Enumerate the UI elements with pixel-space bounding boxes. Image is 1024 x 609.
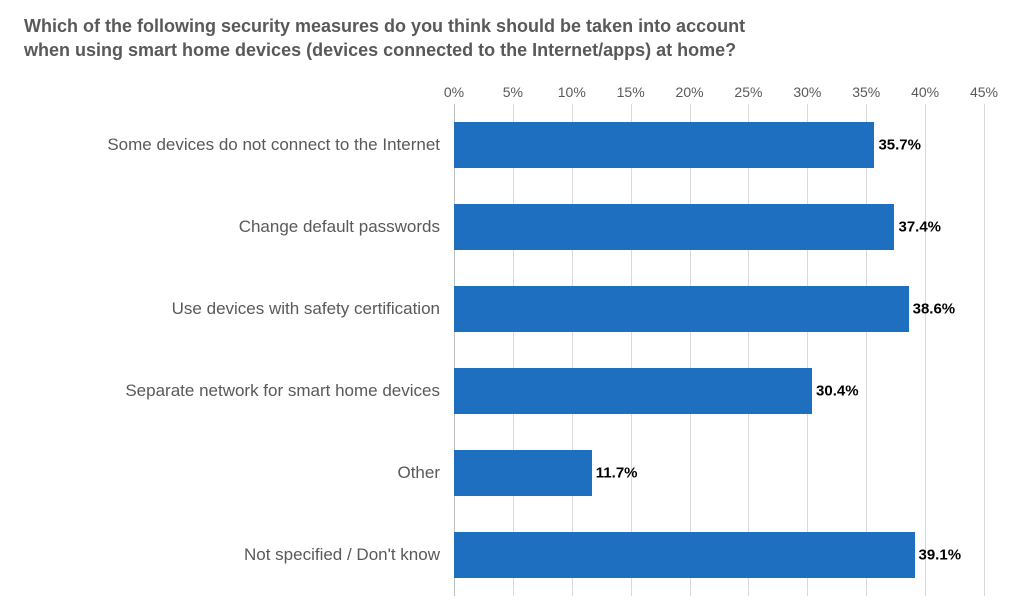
bar-chart: Which of the following security measures…	[0, 0, 1024, 609]
bar: 11.7%	[454, 450, 592, 496]
x-tick-label: 45%	[970, 84, 998, 100]
bar-row: Use devices with safety certification38.…	[454, 286, 984, 332]
gridline	[807, 104, 808, 596]
x-tick-label: 30%	[793, 84, 821, 100]
gridline	[572, 104, 573, 596]
value-label: 37.4%	[894, 219, 941, 236]
gridline	[984, 104, 985, 596]
gridline	[631, 104, 632, 596]
category-label: Some devices do not connect to the Inter…	[107, 135, 454, 155]
bar: 35.7%	[454, 122, 874, 168]
value-label: 11.7%	[592, 465, 638, 482]
category-label: Separate network for smart home devices	[125, 381, 454, 401]
chart-title-line1: Which of the following security measures…	[24, 14, 745, 38]
category-label: Change default passwords	[239, 217, 454, 237]
x-tick-label: 40%	[911, 84, 939, 100]
gridline	[748, 104, 749, 596]
gridline	[513, 104, 514, 596]
category-label: Other	[397, 463, 454, 483]
x-tick-label: 25%	[734, 84, 762, 100]
value-label: 30.4%	[812, 383, 859, 400]
value-label: 39.1%	[915, 547, 962, 564]
bar: 30.4%	[454, 368, 812, 414]
category-label: Not specified / Don't know	[244, 545, 454, 565]
bar-row: Some devices do not connect to the Inter…	[454, 122, 984, 168]
bar: 37.4%	[454, 204, 894, 250]
bar: 39.1%	[454, 532, 915, 578]
bar-row: Other11.7%	[454, 450, 984, 496]
bar-row: Not specified / Don't know39.1%	[454, 532, 984, 578]
bar: 38.6%	[454, 286, 909, 332]
x-tick-label: 20%	[676, 84, 704, 100]
plot-area: 0%5%10%15%20%25%30%35%40%45%Some devices…	[454, 104, 984, 596]
x-tick-label: 15%	[617, 84, 645, 100]
chart-title-line2: when using smart home devices (devices c…	[24, 38, 745, 62]
x-tick-label: 0%	[444, 84, 464, 100]
x-tick-label: 35%	[852, 84, 880, 100]
gridline	[690, 104, 691, 596]
bar-row: Change default passwords37.4%	[454, 204, 984, 250]
value-label: 38.6%	[909, 301, 956, 318]
x-tick-label: 5%	[503, 84, 523, 100]
value-label: 35.7%	[874, 137, 921, 154]
gridline	[925, 104, 926, 596]
y-axis-line	[454, 104, 455, 596]
x-tick-label: 10%	[558, 84, 586, 100]
chart-title: Which of the following security measures…	[24, 14, 745, 63]
gridline	[866, 104, 867, 596]
bar-row: Separate network for smart home devices3…	[454, 368, 984, 414]
category-label: Use devices with safety certification	[172, 299, 454, 319]
